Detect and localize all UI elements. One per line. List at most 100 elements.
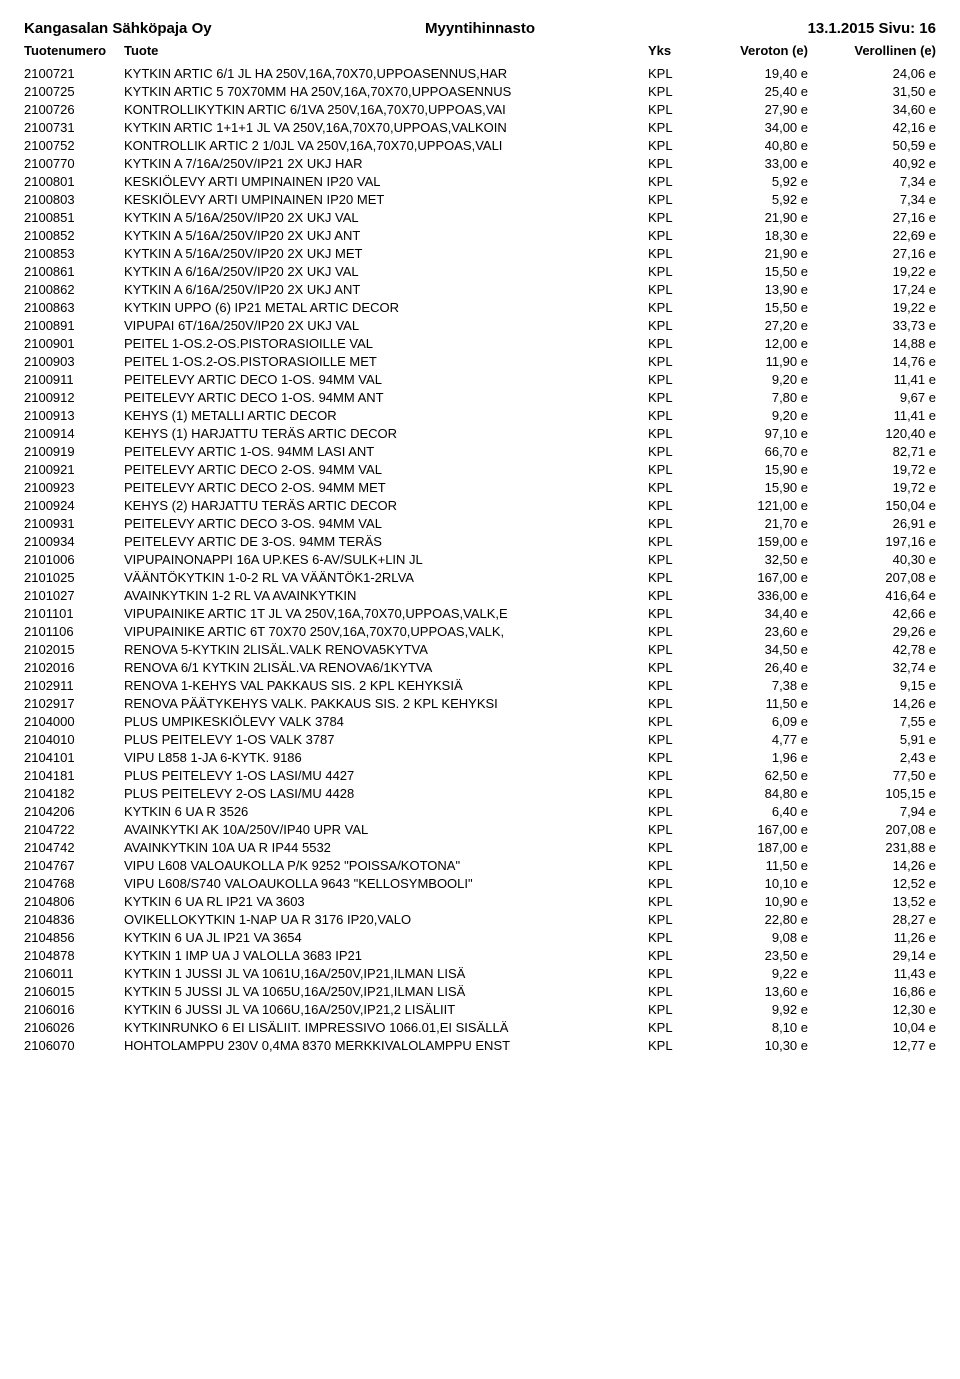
cell-unit: KPL — [648, 478, 698, 496]
cell-unit: KPL — [648, 730, 698, 748]
cell-unit: KPL — [648, 406, 698, 424]
cell-number: 2100770 — [24, 154, 124, 172]
cell-unit: KPL — [648, 370, 698, 388]
cell-unit: KPL — [648, 244, 698, 262]
column-headers: Tuotenumero Tuote Yks Veroton (e) Veroll… — [24, 43, 936, 58]
cell-name: KYTKINRUNKO 6 EI LISÄLIIT. IMPRESSIVO 10… — [124, 1018, 648, 1036]
cell-price2: 29,14 e — [826, 946, 936, 964]
cell-price2: 7,34 e — [826, 172, 936, 190]
table-row: 2102911RENOVA 1-KEHYS VAL PAKKAUS SIS. 2… — [24, 676, 936, 694]
cell-name: KYTKIN ARTIC 6/1 JL HA 250V,16A,70X70,UP… — [124, 64, 648, 82]
table-row: 2100851KYTKIN A 5/16A/250V/IP20 2X UKJ V… — [24, 208, 936, 226]
cell-unit: KPL — [648, 586, 698, 604]
cell-unit: KPL — [648, 748, 698, 766]
cell-unit: KPL — [648, 280, 698, 298]
cell-name: VÄÄNTÖKYTKIN 1-0-2 RL VA VÄÄNTÖK1-2RLVA — [124, 568, 648, 586]
cell-unit: KPL — [648, 226, 698, 244]
cell-unit: KPL — [648, 946, 698, 964]
cell-number: 2100801 — [24, 172, 124, 190]
cell-price2: 11,41 e — [826, 406, 936, 424]
table-row: 2104767VIPU L608 VALOAUKOLLA P/K 9252 "P… — [24, 856, 936, 874]
table-row: 2100919PEITELEVY ARTIC 1-OS. 94MM LASI A… — [24, 442, 936, 460]
cell-price2: 77,50 e — [826, 766, 936, 784]
cell-unit: KPL — [648, 208, 698, 226]
cell-price2: 33,73 e — [826, 316, 936, 334]
cell-number: 2100901 — [24, 334, 124, 352]
cell-unit: KPL — [648, 136, 698, 154]
table-row: 2100721KYTKIN ARTIC 6/1 JL HA 250V,16A,7… — [24, 64, 936, 82]
cell-number: 2106011 — [24, 964, 124, 982]
cell-number: 2104878 — [24, 946, 124, 964]
cell-number: 2102917 — [24, 694, 124, 712]
cell-price2: 34,60 e — [826, 100, 936, 118]
cell-price2: 27,16 e — [826, 208, 936, 226]
table-row: 2106016KYTKIN 6 JUSSI JL VA 1066U,16A/25… — [24, 1000, 936, 1018]
cell-number: 2102015 — [24, 640, 124, 658]
cell-unit: KPL — [648, 442, 698, 460]
cell-price2: 197,16 e — [826, 532, 936, 550]
cell-number: 2100863 — [24, 298, 124, 316]
table-row: 2101101VIPUPAINIKE ARTIC 1T JL VA 250V,1… — [24, 604, 936, 622]
cell-price2: 12,52 e — [826, 874, 936, 892]
cell-number: 2101006 — [24, 550, 124, 568]
cell-price2: 13,52 e — [826, 892, 936, 910]
cell-unit: KPL — [648, 64, 698, 82]
cell-price1: 34,40 e — [698, 604, 826, 622]
cell-price1: 32,50 e — [698, 550, 826, 568]
cell-name: PEITELEVY ARTIC DECO 1-OS. 94MM ANT — [124, 388, 648, 406]
cell-number: 2100803 — [24, 190, 124, 208]
cell-number: 2100721 — [24, 64, 124, 82]
cell-price1: 27,90 e — [698, 100, 826, 118]
cell-name: PEITELEVY ARTIC DECO 1-OS. 94MM VAL — [124, 370, 648, 388]
cell-price2: 207,08 e — [826, 820, 936, 838]
cell-unit: KPL — [648, 388, 698, 406]
cell-price2: 28,27 e — [826, 910, 936, 928]
cell-price1: 18,30 e — [698, 226, 826, 244]
cell-price1: 40,80 e — [698, 136, 826, 154]
cell-number: 2100752 — [24, 136, 124, 154]
cell-price1: 5,92 e — [698, 172, 826, 190]
cell-price2: 82,71 e — [826, 442, 936, 460]
cell-name: KONTROLLIKYTKIN ARTIC 6/1VA 250V,16A,70X… — [124, 100, 648, 118]
cell-name: PEITELEVY ARTIC DECO 2-OS. 94MM MET — [124, 478, 648, 496]
cell-unit: KPL — [648, 676, 698, 694]
cell-price1: 9,20 e — [698, 406, 826, 424]
cell-price1: 15,90 e — [698, 460, 826, 478]
table-row: 2106011KYTKIN 1 JUSSI JL VA 1061U,16A/25… — [24, 964, 936, 982]
cell-price1: 34,50 e — [698, 640, 826, 658]
cell-price1: 27,20 e — [698, 316, 826, 334]
cell-unit: KPL — [648, 496, 698, 514]
cell-name: KYTKIN A 7/16A/250V/IP21 2X UKJ HAR — [124, 154, 648, 172]
cell-price2: 9,67 e — [826, 388, 936, 406]
cell-unit: KPL — [648, 784, 698, 802]
cell-name: KYTKIN A 5/16A/250V/IP20 2X UKJ ANT — [124, 226, 648, 244]
table-row: 2104856KYTKIN 6 UA JL IP21 VA 3654KPL9,0… — [24, 928, 936, 946]
table-row: 2102015RENOVA 5-KYTKIN 2LISÄL.VALK RENOV… — [24, 640, 936, 658]
cell-number: 2100731 — [24, 118, 124, 136]
cell-unit: KPL — [648, 622, 698, 640]
cell-price1: 167,00 e — [698, 820, 826, 838]
cell-unit: KPL — [648, 856, 698, 874]
cell-price1: 10,90 e — [698, 892, 826, 910]
table-row: 2100901PEITEL 1-OS.2-OS.PISTORASIOILLE V… — [24, 334, 936, 352]
cell-price2: 14,26 e — [826, 856, 936, 874]
table-row: 2100912PEITELEVY ARTIC DECO 1-OS. 94MM A… — [24, 388, 936, 406]
cell-unit: KPL — [648, 118, 698, 136]
cell-unit: KPL — [648, 424, 698, 442]
table-row: 2104742AVAINKYTKIN 10A UA R IP44 5532KPL… — [24, 838, 936, 856]
cell-price2: 9,15 e — [826, 676, 936, 694]
cell-price2: 12,30 e — [826, 1000, 936, 1018]
table-row: 2104101VIPU L858 1-JA 6-KYTK. 9186KPL1,9… — [24, 748, 936, 766]
cell-price2: 29,26 e — [826, 622, 936, 640]
cell-unit: KPL — [648, 550, 698, 568]
cell-unit: KPL — [648, 640, 698, 658]
cell-name: KYTKIN 6 UA RL IP21 VA 3603 — [124, 892, 648, 910]
date-page: 13.1.2015 Sivu: 16 — [632, 20, 936, 37]
cell-price1: 62,50 e — [698, 766, 826, 784]
cell-price1: 9,22 e — [698, 964, 826, 982]
cell-name: KESKIÖLEVY ARTI UMPINAINEN IP20 VAL — [124, 172, 648, 190]
cell-unit: KPL — [648, 1036, 698, 1054]
cell-price2: 19,22 e — [826, 262, 936, 280]
cell-number: 2106015 — [24, 982, 124, 1000]
cell-unit: KPL — [648, 316, 698, 334]
